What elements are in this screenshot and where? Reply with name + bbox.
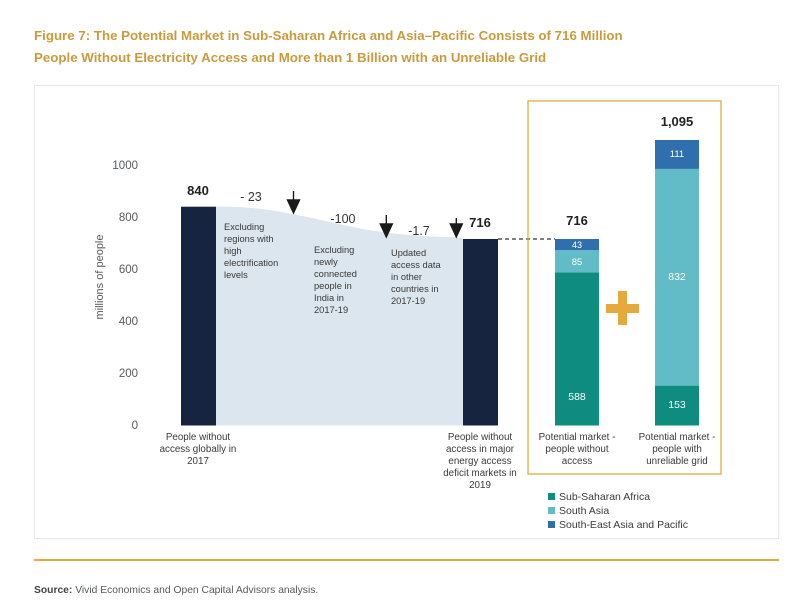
svg-text:people with: people with (652, 444, 702, 455)
svg-text:access: access (562, 456, 593, 467)
svg-text:in other: in other (391, 272, 422, 282)
svg-text:1,095: 1,095 (661, 114, 694, 129)
svg-text:832: 832 (668, 271, 686, 283)
svg-text:Potential market -: Potential market - (539, 432, 616, 443)
svg-text:Excluding: Excluding (314, 245, 354, 255)
svg-text:People without: People without (448, 432, 513, 443)
svg-text:South Asia: South Asia (559, 505, 609, 517)
svg-text:South-East Asia and Pacific: South-East Asia and Pacific (559, 519, 688, 531)
svg-text:0: 0 (132, 420, 138, 432)
svg-text:800: 800 (119, 212, 138, 224)
svg-text:600: 600 (119, 264, 138, 276)
svg-text:-100: -100 (330, 212, 355, 226)
svg-text:Updated: Updated (391, 248, 426, 258)
svg-text:access globally in: access globally in (160, 444, 237, 455)
svg-text:Potential market -: Potential market - (639, 432, 716, 443)
svg-text:153: 153 (668, 399, 686, 411)
svg-text:- 23: - 23 (240, 190, 262, 204)
svg-text:access in major: access in major (446, 444, 515, 455)
svg-text:access data: access data (391, 260, 441, 270)
svg-text:85: 85 (572, 257, 583, 268)
svg-text:unreliable grid: unreliable grid (646, 456, 708, 467)
svg-text:Source: Vivid Economics and Op: Source: Vivid Economics and Open Capital… (34, 585, 318, 596)
svg-text:People without: People without (166, 432, 231, 443)
svg-text:Excluding: Excluding (224, 222, 264, 232)
svg-text:-1.7: -1.7 (408, 224, 430, 238)
svg-text:newly: newly (314, 257, 338, 267)
svg-text:high: high (224, 246, 242, 256)
svg-text:2017-19: 2017-19 (391, 296, 425, 306)
svg-text:connected: connected (314, 269, 357, 279)
svg-text:2017-19: 2017-19 (314, 305, 348, 315)
svg-text:levels: levels (224, 270, 248, 280)
svg-text:588: 588 (568, 391, 586, 403)
svg-text:millions of people: millions of people (94, 235, 106, 320)
svg-text:regions with: regions with (224, 234, 274, 244)
svg-text:111: 111 (670, 149, 684, 160)
svg-text:200: 200 (119, 368, 138, 380)
svg-text:840: 840 (187, 183, 209, 198)
svg-text:2019: 2019 (469, 480, 491, 491)
svg-text:electrification: electrification (224, 258, 278, 268)
svg-text:energy access: energy access (448, 456, 511, 467)
svg-text:countries in: countries in (391, 284, 439, 294)
svg-text:deficit markets in: deficit markets in (443, 468, 517, 479)
svg-text:2017: 2017 (187, 456, 209, 467)
svg-text:Sub-Saharan Africa: Sub-Saharan Africa (559, 491, 650, 503)
svg-text:400: 400 (119, 316, 138, 328)
svg-text:India in: India in (314, 293, 344, 303)
svg-text:716: 716 (469, 215, 491, 230)
svg-text:people in: people in (314, 281, 352, 291)
svg-text:43: 43 (572, 240, 582, 250)
svg-text:people without: people without (545, 444, 608, 455)
svg-text:716: 716 (566, 213, 588, 228)
svg-text:1000: 1000 (112, 160, 138, 172)
